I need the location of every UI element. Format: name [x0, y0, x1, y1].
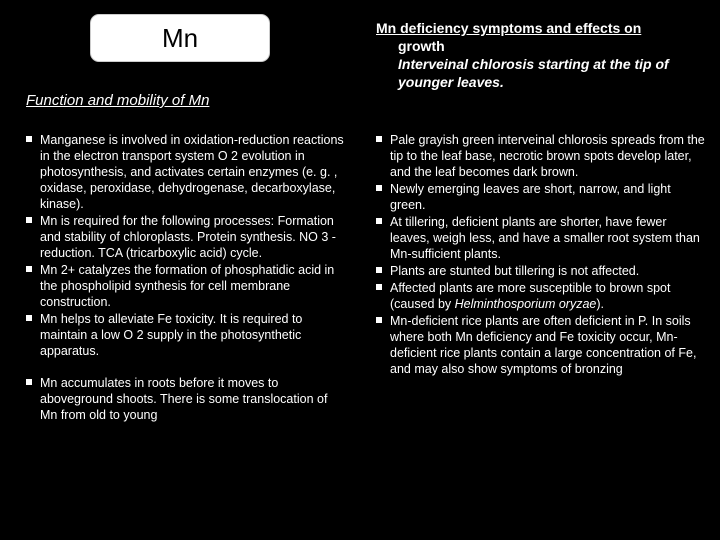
title-text: Mn	[162, 23, 198, 54]
right-heading-line-a: Mn deficiency symptoms and effects on	[376, 20, 641, 36]
list-item: Mn 2+ catalyzes the formation of phospha…	[26, 262, 348, 310]
list-item: Mn-deficient rice plants are often defic…	[376, 313, 706, 377]
list-item: Newly emerging leaves are short, narrow,…	[376, 181, 706, 213]
list-item: Affected plants are more susceptible to …	[376, 280, 706, 312]
right-list: Pale grayish green interveinal chlorosis…	[376, 132, 706, 377]
right-heading-underlined: Mn deficiency symptoms and effects on gr…	[376, 20, 702, 55]
right-heading-italic: Interveinal chlorosis starting at the ti…	[376, 56, 702, 91]
list-item: At tillering, deficient plants are short…	[376, 214, 706, 262]
species-name: Helminthosporium oryzae	[455, 297, 597, 311]
right-heading-line-b: growth	[376, 38, 445, 56]
right-heading-block: Mn deficiency symptoms and effects on gr…	[376, 20, 702, 91]
list-item: Mn accumulates in roots before it moves …	[26, 375, 348, 423]
title-box: Mn	[90, 14, 270, 62]
list-item: Plants are stunted but tillering is not …	[376, 263, 706, 279]
list-item: Mn is required for the following process…	[26, 213, 348, 261]
left-list: Manganese is involved in oxidation-reduc…	[26, 132, 348, 423]
left-column: Manganese is involved in oxidation-reduc…	[26, 132, 348, 424]
left-subheading: Function and mobility of Mn	[26, 92, 209, 109]
right-column: Pale grayish green interveinal chlorosis…	[376, 132, 706, 378]
list-item: Mn helps to alleviate Fe toxicity. It is…	[26, 311, 348, 359]
list-item: Manganese is involved in oxidation-reduc…	[26, 132, 348, 212]
list-item: Pale grayish green interveinal chlorosis…	[376, 132, 706, 180]
